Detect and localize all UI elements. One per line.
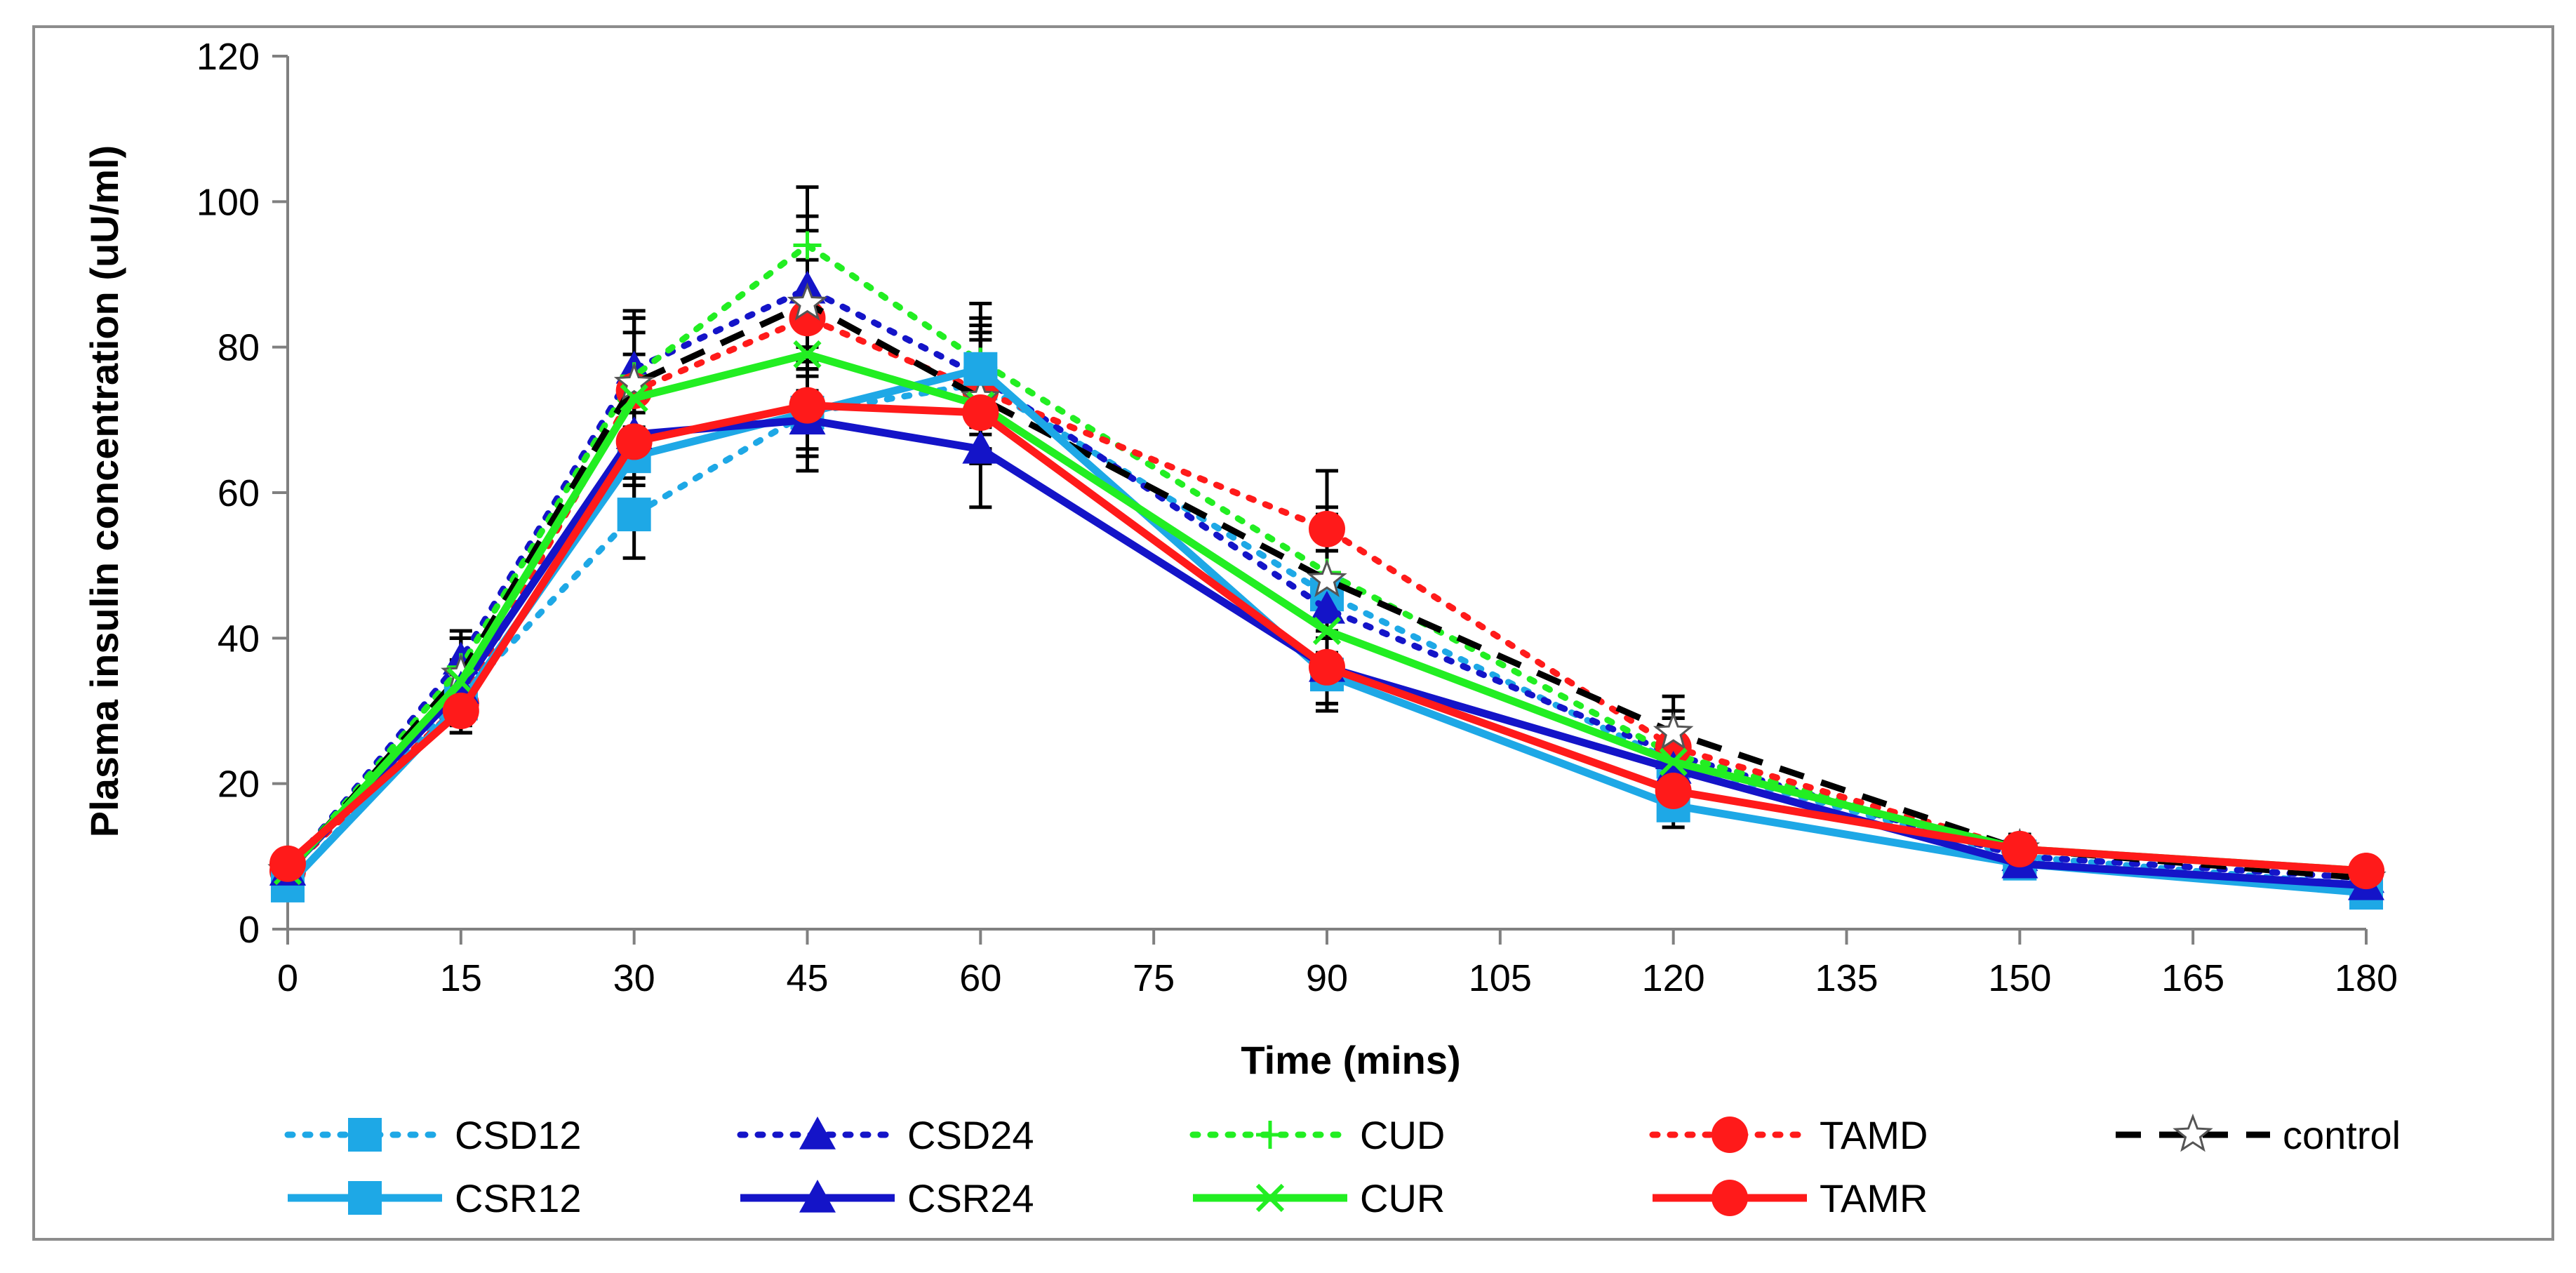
legend-item-cur: CUR — [1193, 1176, 1445, 1220]
y-tick-label-60: 60 — [218, 472, 260, 514]
point-tamr-0 — [269, 845, 306, 882]
legend-label-csd12: CSD12 — [455, 1113, 582, 1157]
legend-label-tamr: TAMR — [1820, 1176, 1928, 1220]
point-tamr-45 — [789, 387, 826, 424]
legend-marker-cud — [1256, 1121, 1284, 1149]
x-tick-label-75: 75 — [1133, 957, 1175, 999]
point-csr24-60 — [962, 430, 999, 464]
series — [267, 231, 2387, 910]
x-axis-title: Time (mins) — [1241, 1038, 1460, 1082]
point-cur-120 — [1659, 747, 1688, 776]
legend-label-cud: CUD — [1360, 1113, 1445, 1157]
legend: CSD12 CSD24 CUD TAMD control CSR12 CSR24 CUR TAM… — [284, 1113, 2401, 1220]
x-tick-label-135: 135 — [1815, 957, 1878, 999]
legend-marker-control — [2173, 1113, 2213, 1152]
legend-marker-tamr — [1711, 1180, 1748, 1216]
point-tamr-90 — [1309, 648, 1345, 686]
y-tick-label-40: 40 — [218, 618, 260, 660]
point-csd24-90 — [1309, 590, 1345, 624]
point-control-45 — [787, 282, 828, 321]
y-tick-label-0: 0 — [239, 909, 260, 951]
chart-frame — [32, 25, 2554, 1241]
series-tamr — [269, 387, 2384, 890]
legend-label-csr12: CSR12 — [455, 1176, 582, 1220]
legend-label-csd24: CSD24 — [907, 1113, 1034, 1157]
legend-marker-tamd — [1711, 1117, 1748, 1153]
point-cur-45 — [793, 340, 822, 369]
axes: 0 20 40 60 80 100 120 0 15 30 45 60 75 90 105 120 135 150… — [196, 36, 2398, 999]
legend-marker-cur — [1255, 1183, 1285, 1213]
x-tick-label-150: 150 — [1988, 957, 2051, 999]
x-tick-label-45: 45 — [786, 957, 828, 999]
x-tick-label-15: 15 — [440, 957, 482, 999]
x-tick-label-30: 30 — [613, 957, 655, 999]
point-cur-90 — [1312, 616, 1342, 646]
y-tick-label-80: 80 — [218, 327, 260, 369]
x-tick-label-180: 180 — [2335, 957, 2398, 999]
legend-marker-csr12 — [348, 1181, 382, 1215]
point-control-120 — [1653, 711, 1694, 750]
point-tamr-15 — [442, 693, 479, 729]
y-axis-title: Plasma insulin concentration (uU/ml) — [82, 145, 126, 837]
point-tamr-30 — [615, 423, 653, 460]
legend-item-csr24: CSR24 — [740, 1176, 1034, 1220]
series-line-tamd — [284, 314, 2370, 874]
point-tamr-150 — [2001, 830, 2038, 867]
point-tamr-120 — [1655, 773, 1692, 810]
point-control-90 — [1307, 559, 1347, 597]
series-line-csd24 — [284, 286, 2370, 881]
legend-item-tamd: TAMD — [1649, 1113, 1928, 1157]
x-tick-label-105: 105 — [1469, 957, 1532, 999]
legend-item-tamr: TAMR — [1653, 1176, 1928, 1220]
point-control-30 — [613, 362, 655, 401]
x-tick-label-120: 120 — [1642, 957, 1705, 999]
y-tick-label-20: 20 — [218, 764, 260, 806]
y-tick-label-120: 120 — [196, 36, 260, 78]
legend-item-csd24: CSD24 — [737, 1113, 1034, 1157]
point-csr12-60 — [963, 352, 998, 386]
x-tick-label-0: 0 — [277, 957, 298, 999]
point-cur-15 — [446, 667, 475, 696]
point-tamr-60 — [962, 394, 999, 431]
point-tamd-90 — [1309, 510, 1345, 547]
legend-item-csd12: CSD12 — [284, 1113, 582, 1157]
series-line-control — [285, 300, 2367, 881]
x-tick-label-60: 60 — [959, 957, 1001, 999]
point-tamr-180 — [2348, 853, 2384, 890]
legend-item-control: control — [2116, 1113, 2401, 1157]
x-tick-label-90: 90 — [1306, 957, 1348, 999]
legend-label-tamd: TAMD — [1820, 1113, 1928, 1157]
y-tick-label-100: 100 — [196, 181, 260, 223]
legend-label-cur: CUR — [1360, 1176, 1445, 1220]
legend-marker-csd24 — [799, 1117, 836, 1149]
legend-item-cud: CUD — [1189, 1113, 1445, 1157]
point-csd12-30 — [617, 498, 651, 532]
legend-label-control: control — [2283, 1113, 2401, 1157]
legend-item-csr12: CSR12 — [288, 1176, 582, 1220]
legend-marker-csr24 — [799, 1180, 836, 1213]
legend-marker-csd12 — [348, 1118, 382, 1152]
point-cud-45 — [793, 231, 822, 260]
point-cur-30 — [620, 384, 648, 413]
x-tick-label-165: 165 — [2161, 957, 2224, 999]
legend-label-csr24: CSR24 — [907, 1176, 1034, 1220]
